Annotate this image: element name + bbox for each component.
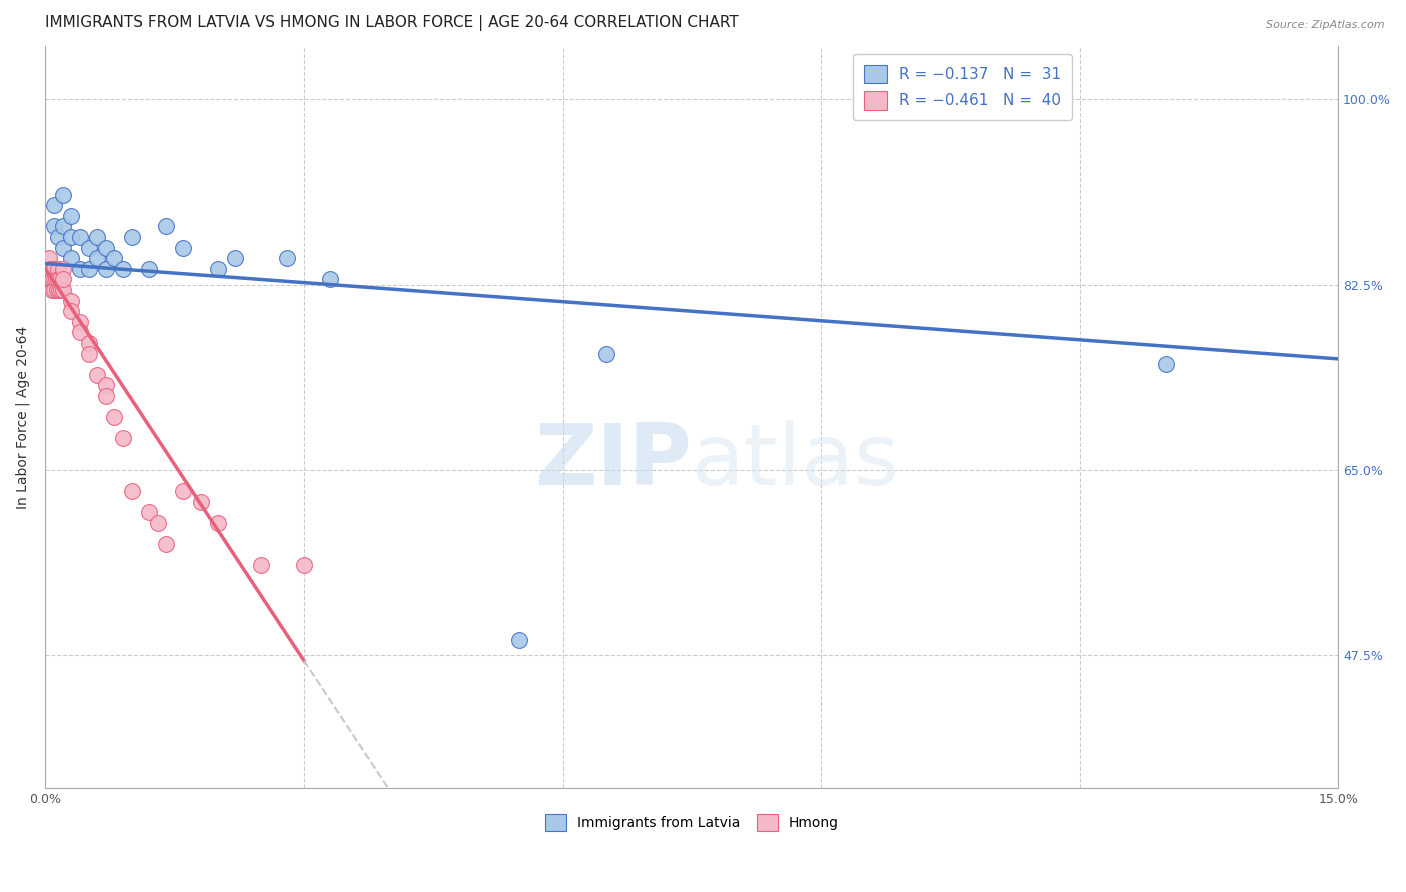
Point <box>595 346 617 360</box>
Point <box>94 261 117 276</box>
Point <box>60 209 83 223</box>
Point <box>207 261 229 276</box>
Point <box>94 241 117 255</box>
Point <box>155 537 177 551</box>
Point <box>94 378 117 392</box>
Point <box>146 516 169 530</box>
Point <box>60 230 83 244</box>
Point <box>172 484 194 499</box>
Point <box>46 261 69 276</box>
Point <box>52 261 75 276</box>
Point <box>292 558 315 573</box>
Point <box>207 516 229 530</box>
Point <box>121 484 143 499</box>
Point <box>42 283 65 297</box>
Point <box>508 632 530 647</box>
Point <box>138 506 160 520</box>
Point <box>52 272 75 286</box>
Point <box>52 241 75 255</box>
Point <box>1154 357 1177 371</box>
Point <box>138 261 160 276</box>
Point <box>52 283 75 297</box>
Point <box>42 198 65 212</box>
Point <box>60 293 83 308</box>
Point <box>39 272 62 286</box>
Point <box>52 187 75 202</box>
Point <box>45 272 67 286</box>
Point <box>190 495 212 509</box>
Point <box>60 252 83 266</box>
Text: Source: ZipAtlas.com: Source: ZipAtlas.com <box>1267 20 1385 29</box>
Point <box>41 283 63 297</box>
Point <box>42 261 65 276</box>
Point <box>49 272 72 286</box>
Point <box>94 389 117 403</box>
Text: ZIP: ZIP <box>534 420 692 503</box>
Point <box>250 558 273 573</box>
Point <box>224 252 246 266</box>
Point <box>77 261 100 276</box>
Point <box>52 219 75 234</box>
Point <box>77 336 100 351</box>
Point <box>276 252 298 266</box>
Point <box>121 230 143 244</box>
Point <box>86 252 108 266</box>
Point <box>112 261 135 276</box>
Point <box>42 219 65 234</box>
Point <box>42 261 65 276</box>
Text: IMMIGRANTS FROM LATVIA VS HMONG IN LABOR FORCE | AGE 20-64 CORRELATION CHART: IMMIGRANTS FROM LATVIA VS HMONG IN LABOR… <box>45 15 740 31</box>
Point <box>38 261 60 276</box>
Point <box>37 261 59 276</box>
Point <box>103 410 125 425</box>
Y-axis label: In Labor Force | Age 20-64: In Labor Force | Age 20-64 <box>15 326 30 508</box>
Point <box>155 219 177 234</box>
Point <box>86 230 108 244</box>
Point <box>45 283 67 297</box>
Point <box>41 272 63 286</box>
Point <box>69 261 91 276</box>
Point <box>42 272 65 286</box>
Point <box>172 241 194 255</box>
Point <box>69 326 91 340</box>
Point <box>38 252 60 266</box>
Point <box>77 241 100 255</box>
Legend: Immigrants from Latvia, Hmong: Immigrants from Latvia, Hmong <box>540 808 845 837</box>
Point <box>60 304 83 318</box>
Point <box>103 252 125 266</box>
Point <box>49 283 72 297</box>
Text: atlas: atlas <box>692 420 900 503</box>
Point <box>319 272 342 286</box>
Point <box>38 272 60 286</box>
Point <box>48 272 70 286</box>
Point <box>48 230 70 244</box>
Point <box>69 230 91 244</box>
Point <box>112 431 135 445</box>
Point <box>86 368 108 382</box>
Point <box>77 346 100 360</box>
Point <box>69 315 91 329</box>
Point <box>48 283 70 297</box>
